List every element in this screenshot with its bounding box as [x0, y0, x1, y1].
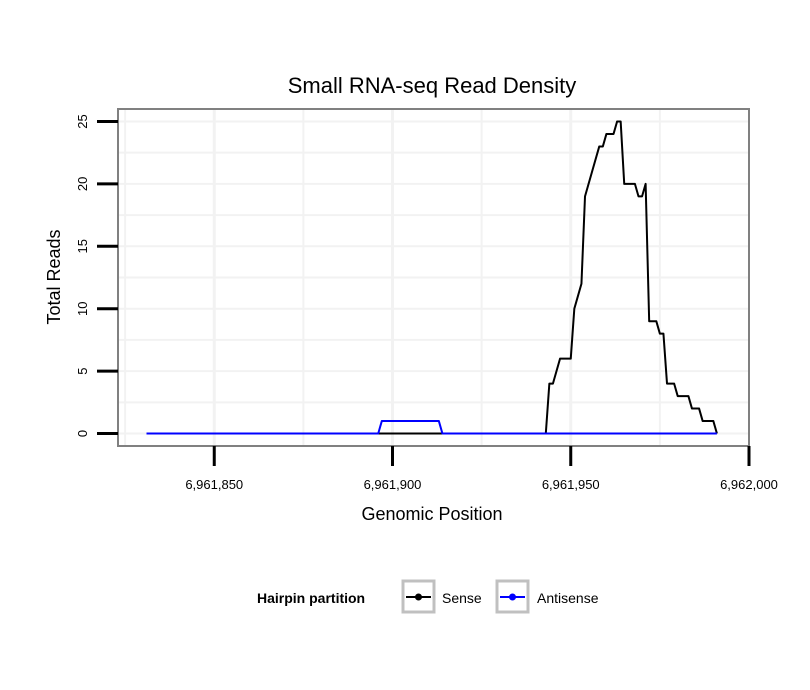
x-axis: 6,961,850 6,961,900 6,961,950 6,962,000 [185, 446, 778, 492]
legend-label-antisense: Antisense [537, 590, 599, 606]
x-tick-label: 6,961,900 [364, 477, 422, 492]
y-tick-label: 0 [75, 430, 90, 437]
x-tick-label: 6,961,950 [542, 477, 600, 492]
legend: Hairpin partition Sense Antisense [257, 579, 599, 614]
y-tick-label: 10 [75, 301, 90, 315]
x-tick-label: 6,962,000 [720, 477, 778, 492]
series-line-sense [146, 120, 718, 435]
y-axis-title: Total Reads [44, 229, 64, 324]
legend-key-sense-dot [415, 593, 422, 601]
legend-title: Hairpin partition [257, 590, 365, 606]
y-tick-label: 25 [75, 114, 90, 128]
x-axis-title: Genomic Position [361, 504, 502, 524]
y-tick-label: 5 [75, 367, 90, 374]
y-axis: 0 5 10 15 20 25 [75, 114, 118, 437]
plot-border [117, 108, 750, 447]
chart-title: Small RNA-seq Read Density [288, 73, 577, 98]
y-tick-label: 15 [75, 239, 90, 253]
series-line-antisense [146, 420, 717, 435]
series-layer [146, 120, 718, 435]
legend-label-sense: Sense [442, 590, 482, 606]
y-tick-label: 20 [75, 177, 90, 191]
x-tick-label: 6,961,850 [185, 477, 243, 492]
legend-key-antisense-dot [509, 593, 516, 601]
